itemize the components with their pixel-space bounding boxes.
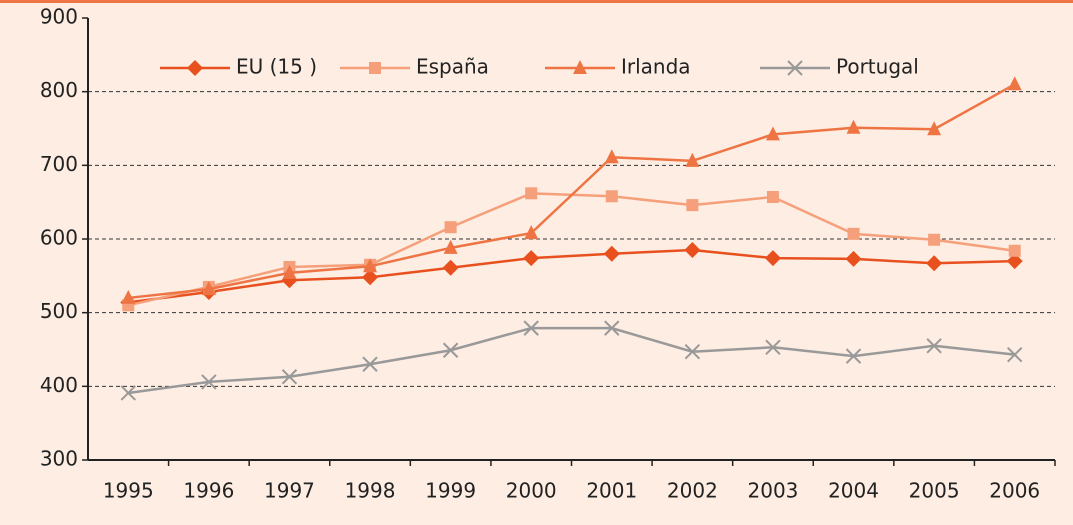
marker (444, 221, 457, 234)
marker (443, 239, 458, 254)
y-tick-label: 800 (40, 78, 78, 102)
marker (523, 250, 540, 267)
marker (362, 356, 378, 372)
marker (1007, 76, 1022, 91)
marker (766, 191, 779, 204)
marker (605, 190, 618, 203)
marker (846, 119, 861, 134)
marker (845, 348, 862, 364)
y-tick-label: 400 (40, 373, 78, 397)
marker (764, 250, 781, 267)
legend-marker (369, 62, 381, 74)
marker (523, 320, 539, 336)
legend-label: Irlanda (621, 55, 691, 79)
marker (926, 255, 943, 272)
marker (1008, 244, 1021, 257)
marker (363, 258, 378, 273)
marker (120, 385, 136, 401)
marker (686, 199, 699, 212)
legend-marker (187, 60, 203, 76)
y-tick-label: 500 (40, 299, 78, 323)
marker (684, 344, 701, 360)
marker (604, 320, 620, 336)
marker (604, 149, 619, 164)
marker (926, 338, 942, 354)
x-tick-label: 2003 (748, 479, 799, 503)
y-tick-label: 300 (40, 447, 78, 471)
legend-label: EU (15 ) (236, 55, 317, 79)
x-tick-label: 2006 (989, 479, 1040, 503)
marker (525, 187, 538, 200)
marker (685, 152, 700, 167)
x-tick-label: 2000 (506, 479, 557, 503)
marker (765, 126, 780, 141)
x-tick-label: 2001 (586, 479, 637, 503)
legend-label: Portugal (836, 55, 919, 79)
x-tick-label: 1999 (425, 479, 476, 503)
marker (1006, 253, 1023, 270)
marker (845, 250, 862, 267)
x-tick-label: 1996 (183, 479, 234, 503)
legend-label: España (416, 55, 489, 79)
marker (201, 281, 216, 296)
marker (524, 225, 539, 240)
x-tick-label: 2005 (909, 479, 960, 503)
marker (122, 299, 135, 312)
legend-marker (573, 60, 587, 74)
marker (927, 121, 942, 136)
x-tick-label: 1995 (103, 479, 154, 503)
marker (928, 233, 941, 246)
series-line (128, 326, 1015, 395)
marker (201, 374, 217, 390)
marker (847, 227, 860, 240)
marker (121, 289, 136, 304)
y-tick-label: 700 (40, 152, 78, 176)
x-tick-label: 2002 (667, 479, 718, 503)
marker (603, 245, 620, 262)
marker (442, 259, 459, 276)
marker (442, 342, 459, 358)
x-tick-label: 1998 (345, 479, 396, 503)
series-line (128, 248, 1015, 304)
x-tick-label: 1997 (264, 479, 315, 503)
y-tick-label: 600 (40, 226, 78, 250)
marker (1007, 346, 1023, 363)
x-tick-label: 2004 (828, 479, 879, 503)
marker (281, 369, 298, 385)
legend-marker (787, 60, 803, 76)
y-tick-label: 900 (40, 5, 78, 29)
marker (684, 242, 701, 259)
marker (765, 339, 781, 355)
series-line (128, 83, 1016, 300)
marker (362, 269, 379, 286)
marker (282, 264, 297, 279)
